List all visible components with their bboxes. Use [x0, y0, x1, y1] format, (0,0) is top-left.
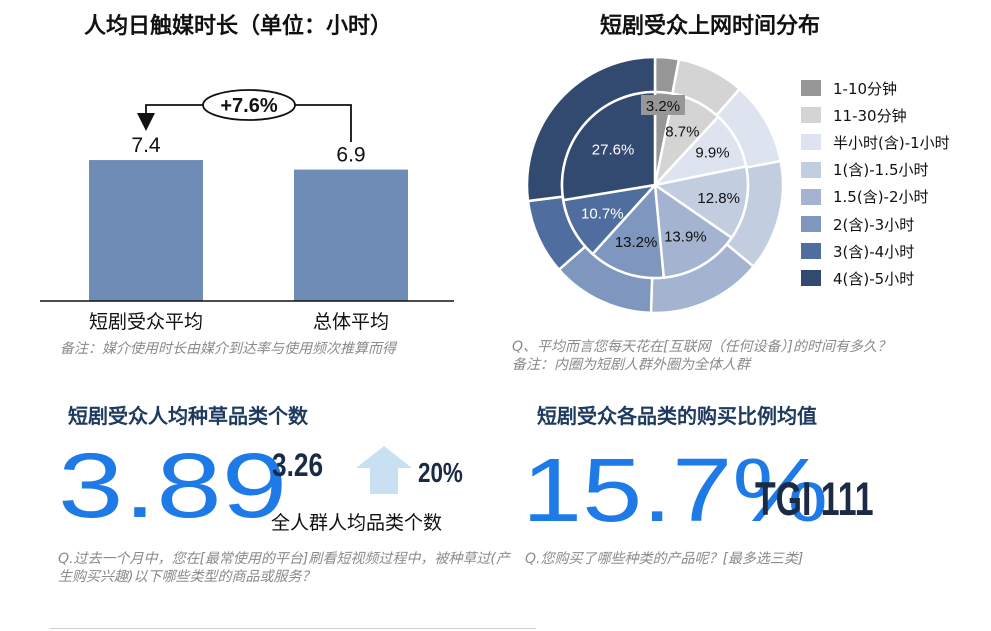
legend-item-0: 1-10分钟: [801, 76, 897, 100]
pie-inner-label-5: 13.2%: [615, 234, 658, 251]
legend-item-7: 4(含)-5小时: [801, 266, 914, 290]
legend-swatch-3: [801, 161, 821, 178]
bar-value-label-0: 7.4: [131, 134, 161, 157]
bar-value-label-1: 6.9: [336, 144, 365, 167]
pie-inner-slice-7: [560, 90, 657, 202]
pie-chart-note: Q、平均而言您每天花在[互联网（任何设备）]的时间有多久？ 备注：内圈为短剧人群…: [512, 338, 891, 374]
pie-chart: 3.2% 8.7% 9.9% 12.8% 13.9% 13.2% 10.7% 27.6%: [525, 55, 785, 315]
bar-chart-title: 人均日触媒时长（单位：小时）: [84, 14, 393, 39]
legend-swatch-0: [801, 80, 821, 96]
bar-chart-note: 备注：媒介使用时长由媒介到达率与使用频次推算而得: [60, 341, 396, 357]
legend-item-4: 1.5(含)-2小时: [801, 185, 929, 209]
pie-note-remark: 备注：内圈为短剧人群外圈为全体人群: [512, 357, 750, 373]
growth-badge: [202, 89, 296, 121]
legend-item-1: 11-30分钟: [801, 103, 907, 127]
pie-inner-slice-3: [651, 164, 750, 240]
buy-panel-note: Q.您购买了哪些种类的产品呢？[最多选三类]: [525, 551, 804, 567]
legend-item-6: 3(含)-4小时: [801, 239, 914, 263]
legend-swatch-6: [801, 243, 821, 260]
tgi-box: TGI 111: [755, 475, 920, 522]
legend-swatch-5: [801, 216, 821, 232]
grass-compare-value: 3.26: [272, 447, 324, 483]
legend-swatch-1: [801, 107, 821, 124]
pie-inner-label-2: 9.9%: [695, 145, 729, 162]
buy-main-value: 15.7%: [522, 441, 829, 541]
bar-category-label-0: 短剧受众平均: [89, 311, 203, 333]
pie-inner-label-0: 3.2%: [646, 98, 680, 115]
growth-bracket-line: [293, 104, 352, 142]
legend-swatch-2: [801, 134, 821, 151]
pie-label-bg-0: [641, 95, 685, 115]
legend-item-2: 半小时(含)-1小时: [801, 130, 950, 154]
tgi-value: TGI 111: [755, 472, 874, 525]
pie-chart-title: 短剧受众上网时间分布: [600, 14, 821, 39]
legend-label-4: 1.5(含)-2小时: [833, 188, 929, 207]
legend-swatch-4: [801, 188, 821, 205]
legend-label-2: 半小时(含)-1小时: [833, 133, 950, 152]
bar-chart: 7.4 短剧受众平均 6.9 总体平均 +7.6%: [40, 89, 454, 333]
grass-main-value-box: 3.89: [58, 440, 287, 532]
pie-inner-label-6: 10.7%: [581, 206, 624, 223]
pie-inner-label-4: 13.9%: [664, 229, 707, 246]
growth-label: +7.6%: [220, 95, 277, 117]
pie-inner-label-3: 12.8%: [697, 190, 740, 207]
legend-label-3: 1(含)-1.5小时: [833, 161, 929, 180]
bar-1: [294, 169, 408, 301]
buy-main-value-box: 15.7%: [522, 446, 828, 536]
bar-category-label-1: 总体平均: [313, 311, 389, 333]
legend-label-1: 11-30分钟: [833, 106, 907, 125]
pie-note-question: Q、平均而言您每天花在[互联网（任何设备）]的时间有多久？: [512, 339, 891, 355]
growth-bracket-arrow: [137, 104, 204, 131]
legend-swatch-7: [801, 270, 821, 287]
up-arrow-icon: [356, 446, 412, 494]
bar-0: [89, 160, 203, 301]
legend-label-7: 4(含)-5小时: [833, 269, 915, 288]
bottom-divider: [50, 628, 536, 629]
legend-label-6: 3(含)-4小时: [833, 242, 915, 261]
grass-lift-value: 20%: [418, 457, 463, 488]
pie-inner-slice-4: [653, 182, 734, 279]
legend-item-5: 2(含)-3小时: [801, 212, 914, 236]
legend-label-5: 2(含)-3小时: [833, 215, 915, 234]
legend-label-0: 1-10分钟: [833, 79, 898, 98]
legend-item-3: 1(含)-1.5小时: [801, 158, 929, 182]
grass-lift-box: 20%: [418, 459, 474, 487]
grass-panel-note: Q.过去一个月中，您在[最常使用的平台]刷看短视频过程中，被种草过(产生购买兴趣…: [58, 551, 510, 585]
pie-inner-label-1: 8.7%: [665, 124, 699, 141]
buy-panel-title: 短剧受众各品类的购买比例均值: [537, 404, 817, 428]
grass-compare-value-box: 3.26: [272, 449, 334, 481]
grass-panel-title: 短剧受众人均种草品类个数: [68, 404, 308, 428]
grass-main-value: 3.89: [58, 435, 288, 537]
pie-inner-slice-5: [590, 182, 666, 280]
pie-inner-label-7: 27.6%: [592, 141, 635, 158]
grass-compare-label: 全人群人均品类个数: [271, 512, 443, 534]
pie-legend: 1-10分钟 11-30分钟半小时(含)-1小时 1(含)-1.5小时 1.5(含)-…: [801, 76, 991, 288]
